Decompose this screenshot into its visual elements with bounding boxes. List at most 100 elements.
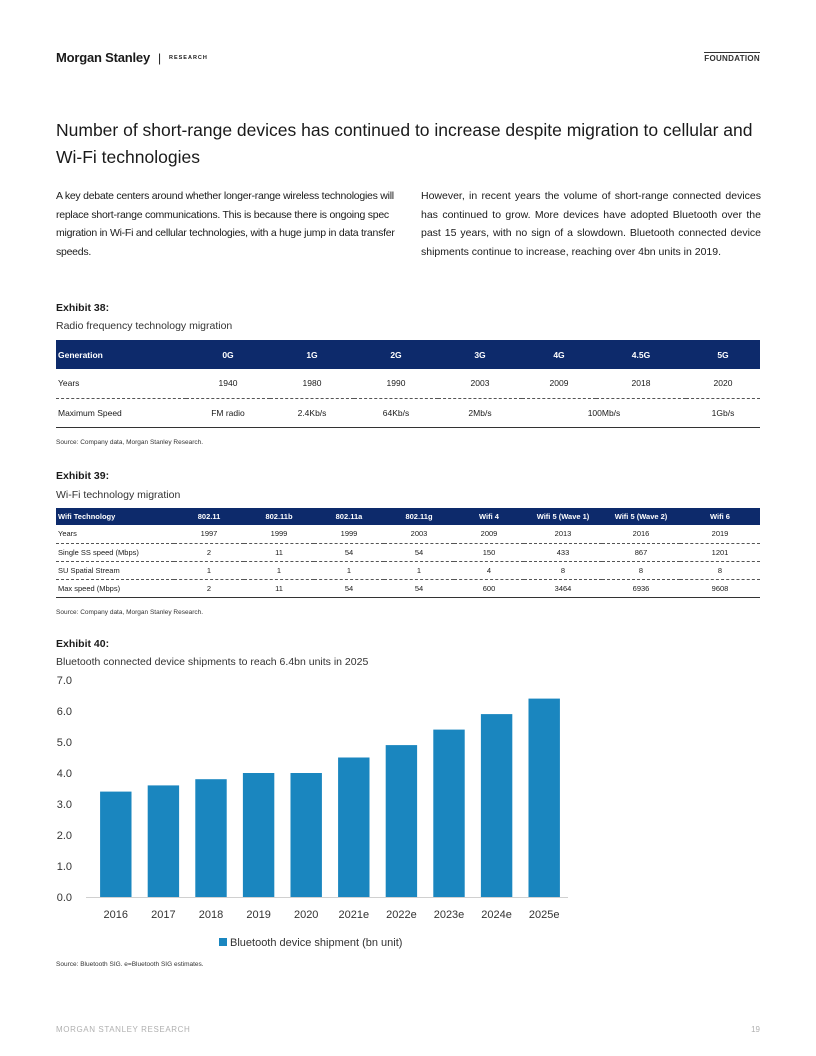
exhibit-40-label: Exhibit 40: bbox=[56, 638, 110, 650]
table-row: Years 1940 1980 1990 2003 2009 2018 2020 bbox=[56, 369, 760, 399]
table-cell: 2.4Kb/s bbox=[270, 398, 354, 428]
table-header-row: Generation 0G 1G 2G 3G 4G 4.5G 5G bbox=[56, 340, 760, 369]
x-tick-label: 2020 bbox=[294, 909, 318, 921]
column-header: Wifi 5 (Wave 2) bbox=[602, 508, 680, 525]
table-cell: 54 bbox=[314, 579, 384, 598]
table-cell: 600 bbox=[454, 579, 524, 598]
exhibit-38-label: Exhibit 38: bbox=[56, 302, 110, 314]
table-header-row: Wifi Technology 802.11 802.11b 802.11a 802.1… bbox=[56, 508, 760, 525]
exhibit-39-title: Wi-Fi technology migration bbox=[56, 489, 181, 501]
table-cell: 6936 bbox=[602, 579, 680, 598]
bar bbox=[242, 773, 275, 897]
table-cell: 1999 bbox=[314, 525, 384, 544]
table-cell: 1201 bbox=[680, 543, 760, 562]
table-cell: 2003 bbox=[438, 369, 522, 399]
table-cell: 433 bbox=[524, 543, 602, 562]
bar bbox=[290, 773, 322, 897]
table-cell: 2019 bbox=[680, 525, 760, 544]
exhibit-40-source: Source: Bluetooth SIG. e=Bluetooth SIG e… bbox=[56, 961, 204, 968]
bar bbox=[385, 745, 418, 897]
body-left-column: A key debate centers around whether long… bbox=[56, 190, 395, 258]
brand-logo: Morgan Stanley bbox=[56, 50, 150, 65]
x-tick-label: 2023e bbox=[434, 909, 465, 921]
row-label: Max speed (Mbps) bbox=[56, 579, 174, 598]
y-tick-label: 3.0 bbox=[57, 799, 72, 811]
column-header: 802.11a bbox=[314, 508, 384, 525]
table-cell: 54 bbox=[314, 543, 384, 562]
table-cell: 2009 bbox=[522, 369, 596, 399]
column-header: 5G bbox=[686, 340, 760, 369]
table-cell: 2003 bbox=[384, 525, 454, 544]
x-tick-label: 2025e bbox=[529, 909, 560, 921]
table-cell: 867 bbox=[602, 543, 680, 562]
y-tick-label: 6.0 bbox=[57, 706, 72, 718]
table-row: Single SS speed (Mbps) 2 11 54 54 150 433 867 12… bbox=[56, 543, 760, 562]
column-header: 2G bbox=[354, 340, 438, 369]
legend-swatch bbox=[219, 938, 227, 946]
footer-brand: MORGAN STANLEY RESEARCH bbox=[56, 1025, 191, 1034]
page-number: 19 bbox=[751, 1025, 760, 1034]
exhibit-38-source: Source: Company data, Morgan Stanley Res… bbox=[56, 439, 204, 446]
column-header: Wifi 5 (Wave 1) bbox=[524, 508, 602, 525]
table-cell: 2 bbox=[174, 543, 244, 562]
x-tick-label: 2019 bbox=[246, 909, 270, 921]
y-tick-label: 4.0 bbox=[57, 768, 72, 780]
column-header: 802.11g bbox=[384, 508, 454, 525]
table-row: SU Spatial Stream 1 1 1 1 4 8 8 8 bbox=[56, 561, 760, 580]
row-label: Maximum Speed bbox=[56, 398, 186, 428]
page-header: Morgan Stanley | RESEARCH FOUNDATION bbox=[56, 50, 760, 68]
table-cell: 1997 bbox=[174, 525, 244, 544]
table-cell: 1940 bbox=[186, 369, 270, 399]
table-cell: 2 bbox=[174, 579, 244, 598]
bluetooth-shipments-chart: 0.0 1.0 2.0 3.0 4.0 5.0 6.0 7.0 2016 2017 2018 2019… bbox=[57, 676, 568, 949]
column-header: 0G bbox=[186, 340, 270, 369]
y-tick-label: 2.0 bbox=[57, 830, 72, 842]
column-header: 3G bbox=[438, 340, 522, 369]
y-tick-label: 5.0 bbox=[57, 737, 72, 749]
table-cell: 9608 bbox=[680, 579, 760, 598]
table-row: Max speed (Mbps) 2 11 54 54 600 3464 6936 9608 bbox=[56, 579, 760, 598]
row-label: Single SS speed (Mbps) bbox=[56, 543, 174, 562]
bar bbox=[100, 791, 132, 897]
table-cell: 150 bbox=[454, 543, 524, 562]
column-header: Generation bbox=[56, 340, 186, 369]
y-tick-label: 0.0 bbox=[57, 892, 72, 904]
table-cell: 8 bbox=[602, 561, 680, 580]
table-cell: FM radio bbox=[186, 398, 270, 428]
bar bbox=[338, 757, 370, 897]
table-cell: 2Mb/s bbox=[438, 398, 522, 428]
exhibit-39-source: Source: Company data, Morgan Stanley Res… bbox=[56, 609, 204, 616]
brand-section: RESEARCH bbox=[169, 55, 208, 61]
table-cell: 4 bbox=[454, 561, 524, 580]
column-header: 802.11b bbox=[244, 508, 314, 525]
table-cell: 54 bbox=[384, 543, 454, 562]
legend-label: Bluetooth device shipment (bn unit) bbox=[230, 937, 402, 949]
table-cell: 64Kb/s bbox=[354, 398, 438, 428]
column-header: 4.5G bbox=[596, 340, 686, 369]
bar bbox=[433, 729, 465, 897]
section-headline: Number of short-range devices has contin… bbox=[56, 120, 753, 167]
row-label: Years bbox=[56, 369, 186, 399]
table-cell: 2009 bbox=[454, 525, 524, 544]
table-cell: 2016 bbox=[602, 525, 680, 544]
table-cell: 11 bbox=[244, 543, 314, 562]
column-header: 1G bbox=[270, 340, 354, 369]
table-row: Years 1997 1999 1999 2003 2009 2013 2016 2019 bbox=[56, 525, 760, 544]
table-cell: 1 bbox=[384, 561, 454, 580]
table-cell: 8 bbox=[680, 561, 760, 580]
table-cell: 2013 bbox=[524, 525, 602, 544]
table-cell: 1 bbox=[174, 561, 244, 580]
x-tick-label: 2024e bbox=[481, 909, 512, 921]
table-cell: 8 bbox=[524, 561, 602, 580]
table-cell: 11 bbox=[244, 579, 314, 598]
x-tick-label: 2022e bbox=[386, 909, 417, 921]
column-header: Wifi Technology bbox=[56, 508, 174, 525]
exhibit-38-title: Radio frequency technology migration bbox=[56, 320, 233, 332]
bar bbox=[528, 698, 560, 897]
wifi-migration-table: Wifi Technology 802.11 802.11b 802.11a 802.1… bbox=[56, 508, 760, 598]
table-cell: 1 bbox=[314, 561, 384, 580]
report-tag: FOUNDATION bbox=[704, 52, 760, 63]
bar bbox=[147, 785, 180, 897]
table-cell: 3464 bbox=[524, 579, 602, 598]
x-tick-label: 2018 bbox=[199, 909, 223, 921]
